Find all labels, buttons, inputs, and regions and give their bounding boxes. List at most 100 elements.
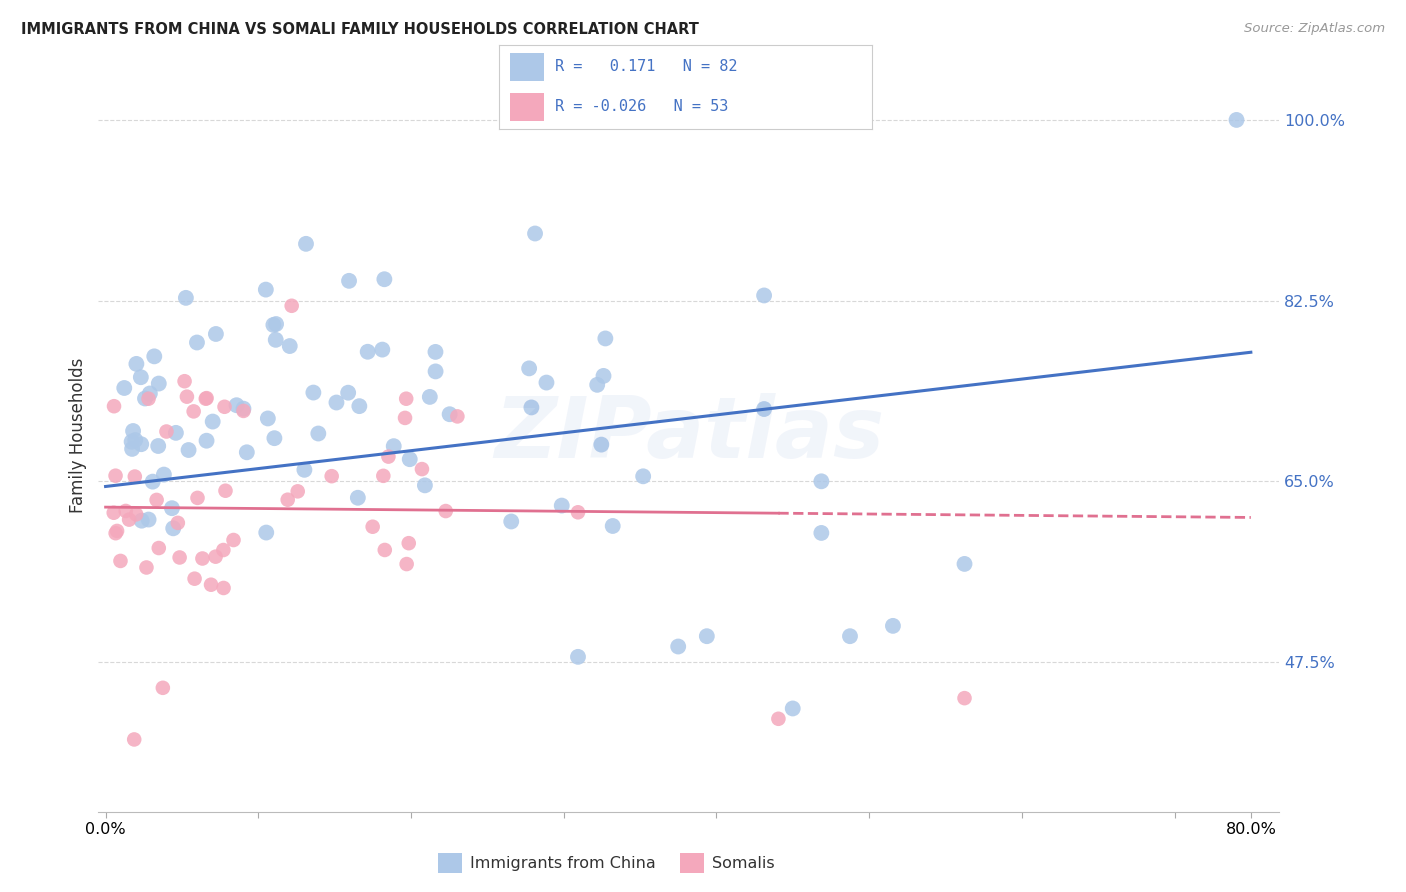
Point [434, 504, 457, 518]
Point [142, 475, 165, 489]
Point [232, 401, 254, 416]
Point [205, 326, 228, 341]
Point [183, 404, 205, 418]
Point [277, 492, 299, 507]
Point [114, 504, 136, 518]
Point [110, 554, 132, 568]
Point [103, 506, 125, 520]
Point [394, 411, 416, 425]
Point [155, 425, 177, 439]
Point [103, 399, 125, 413]
Point [176, 390, 198, 404]
Point [419, 390, 441, 404]
Point [696, 629, 718, 643]
Point [752, 288, 775, 302]
Point [186, 335, 208, 350]
Point [148, 541, 170, 555]
Point [195, 391, 218, 405]
Point [425, 364, 447, 378]
Point [592, 368, 614, 383]
Point [263, 431, 285, 445]
Point [567, 505, 589, 519]
Text: R = -0.026   N = 53: R = -0.026 N = 53 [555, 99, 728, 114]
Point [135, 560, 157, 574]
Point [214, 400, 236, 414]
Point [373, 468, 395, 483]
Point [595, 331, 617, 345]
Point [395, 557, 418, 571]
Point [232, 404, 254, 418]
Point [124, 469, 146, 483]
Point [122, 424, 145, 438]
Point [212, 581, 235, 595]
Point [121, 434, 143, 449]
Point [264, 333, 287, 347]
Point [254, 525, 277, 540]
Bar [510, 54, 544, 81]
Point [768, 712, 790, 726]
Point [214, 483, 236, 498]
Point [145, 492, 167, 507]
Point [501, 515, 523, 529]
Point [112, 381, 135, 395]
Point [200, 578, 222, 592]
Point [439, 407, 461, 421]
Point [953, 691, 976, 706]
Point [782, 701, 804, 715]
Point [411, 462, 433, 476]
Point [520, 401, 543, 415]
Point [186, 491, 208, 505]
Point [882, 619, 904, 633]
Point [337, 274, 360, 288]
Point [373, 272, 395, 286]
Point [195, 434, 218, 448]
Point [347, 491, 370, 505]
Point [287, 484, 309, 499]
Point [307, 426, 329, 441]
Point [129, 437, 152, 451]
Point [810, 525, 832, 540]
Point [138, 512, 160, 526]
Point [278, 339, 301, 353]
Point [165, 425, 187, 440]
Point [129, 370, 152, 384]
Text: R =   0.171   N = 82: R = 0.171 N = 82 [555, 59, 738, 74]
Point [153, 467, 176, 482]
Point [413, 478, 436, 492]
Point [398, 452, 420, 467]
Point [134, 392, 156, 406]
Point [201, 415, 224, 429]
Point [321, 469, 343, 483]
Point [524, 227, 547, 241]
Point [586, 377, 609, 392]
Point [174, 291, 197, 305]
Point [105, 524, 128, 538]
Point [666, 640, 689, 654]
Point [131, 514, 153, 528]
Point [294, 463, 316, 477]
Point [839, 629, 862, 643]
Point [236, 445, 259, 459]
Point [194, 392, 217, 406]
Point [104, 526, 127, 541]
Point [262, 318, 284, 332]
Point [152, 681, 174, 695]
Point [204, 549, 226, 564]
Point [295, 236, 318, 251]
Point [1225, 112, 1247, 127]
Point [254, 283, 277, 297]
Point [222, 533, 245, 547]
Point [752, 402, 775, 417]
Point [517, 361, 540, 376]
Point [602, 519, 624, 533]
Point [536, 376, 558, 390]
Point [302, 385, 325, 400]
Point [631, 469, 654, 483]
Point [162, 521, 184, 535]
Legend: Immigrants from China, Somalis: Immigrants from China, Somalis [432, 847, 780, 880]
Point [169, 550, 191, 565]
Text: IMMIGRANTS FROM CHINA VS SOMALI FAMILY HOUSEHOLDS CORRELATION CHART: IMMIGRANTS FROM CHINA VS SOMALI FAMILY H… [21, 22, 699, 37]
Point [124, 433, 146, 447]
Point [398, 536, 420, 550]
Point [166, 516, 188, 530]
